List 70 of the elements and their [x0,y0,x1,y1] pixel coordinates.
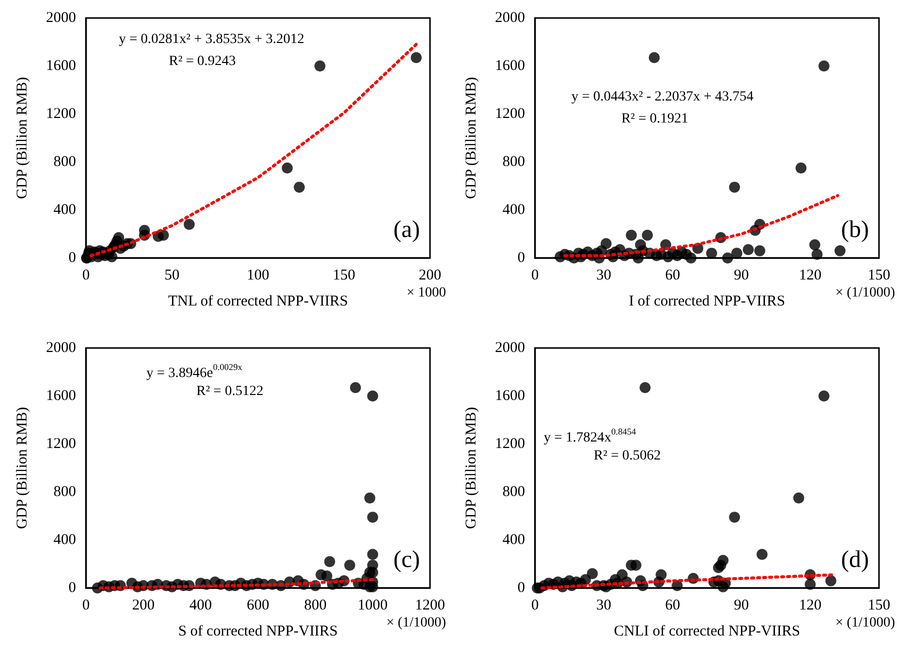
annotation: R² = 0.5122 [196,384,264,399]
x-tick-label: 1200 [415,598,445,614]
x-tick-label: 0 [82,598,90,614]
x-axis-title: TNL of corrected NPP-VIIRS [168,294,348,310]
x-tick-label: 150 [868,598,890,614]
x-tick-label: 100 [246,268,270,284]
y-axis-title: GDP (Billion RMB) [14,407,30,529]
annotation: y = 0.0281x² + 3.8535x + 3.2012 [118,32,304,47]
x-tick-label: 200 [132,598,155,614]
annotation: R² = 0.1921 [621,112,688,126]
text: × (1/1000) [835,616,896,630]
x-tick-label: 60 [665,598,680,614]
y-tick-label: 2000 [46,10,76,26]
y-tick-label: 0 [68,250,76,266]
y-tick-label: 800 [502,154,525,170]
y-tick-label: 1600 [46,388,76,404]
x-tick-label: 120 [798,268,822,284]
x-tick-label: 1000 [358,598,388,614]
x-tick-label: 30 [596,268,612,284]
x-axis-title: S of corrected NPP-VIIRS [178,624,338,640]
y-tick-label: 800 [54,154,76,170]
y-tick-label: 1600 [495,388,525,404]
y-tick-label: 1200 [46,436,76,452]
x-tick-label: 30 [596,598,612,614]
y-tick-label: 0 [68,580,76,596]
annotation: (d) [841,547,869,573]
x-tick-label: 0 [531,598,539,614]
y-tick-label: 800 [54,484,76,500]
y-tick-label: 0 [518,580,525,596]
x-tick-label: 150 [332,268,356,284]
y-tick-label: 800 [502,484,525,500]
y-tick-label: 1200 [46,106,76,122]
y-axis-title: GDP (Billion RMB) [464,407,480,529]
y-tick-label: 2000 [46,340,76,356]
y-tick-label: 0 [518,250,525,266]
x-tick-label: 800 [304,598,327,614]
y-tick-label: 1600 [46,58,76,74]
x-tick-label: 400 [189,598,212,614]
y-axis-title: GDP (Billion RMB) [14,77,30,199]
annotation: (a) [393,217,420,243]
y-tick-label: 1200 [495,436,525,452]
x-tick-label: 0 [531,268,539,284]
text: × 1000 [406,286,446,300]
x-tick-label: 150 [868,268,890,284]
annotation: (c) [393,547,420,573]
y-tick-label: 400 [502,532,525,548]
annotation: R² = 0.9243 [168,54,236,69]
text: × (1/1000) [835,286,896,300]
x-tick-label: 60 [665,268,680,284]
y-tick-label: 1200 [495,106,525,122]
x-tick-label: 120 [798,598,822,614]
y-tick-label: 400 [54,532,76,548]
x-tick-label: 600 [246,598,270,614]
x-axis-title: I of corrected NPP-VIIRS [628,294,786,310]
text: × (1/1000) [386,616,446,630]
y-tick-label: 400 [502,202,525,218]
annotation: R² = 0.5062 [594,448,661,464]
y-axis-title: GDP (Billion RMB) [464,77,480,199]
x-tick-label: 50 [164,268,180,284]
x-tick-label: 90 [734,268,749,284]
y-tick-label: 400 [54,202,76,218]
x-tick-label: 90 [734,598,749,614]
x-tick-label: 200 [418,268,442,284]
x-tick-label: 0 [82,268,90,284]
x-axis-title: CNLI of corrected NPP-VIIRS [614,624,800,640]
annotation: (b) [841,217,869,243]
annotation: y = 0.0443x² - 2.2037x + 43.754 [571,90,754,104]
y-tick-label: 2000 [495,10,525,26]
y-tick-label: 1600 [495,58,525,74]
y-tick-label: 2000 [495,340,525,356]
